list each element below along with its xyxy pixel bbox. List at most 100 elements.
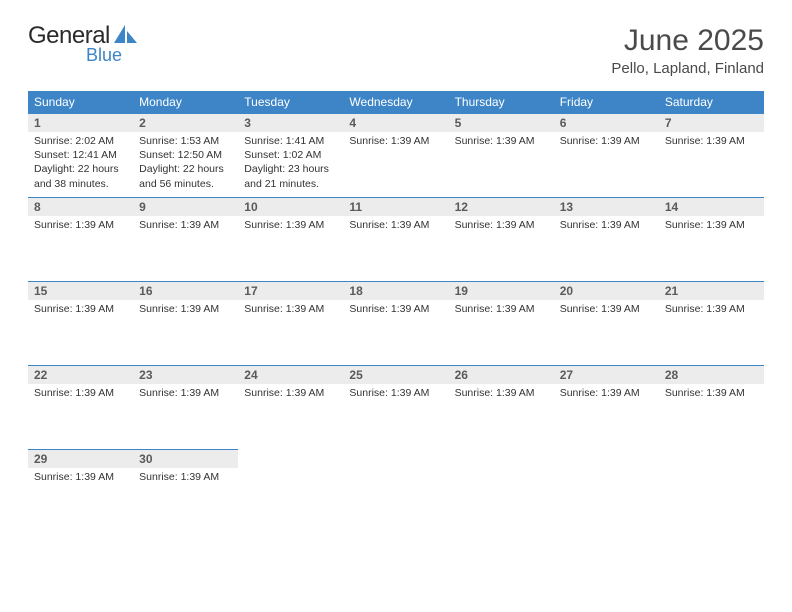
day-number: 17	[238, 282, 343, 300]
detail-line: Sunrise: 1:39 AM	[139, 218, 232, 232]
detail-line: Sunset: 1:02 AM	[244, 148, 337, 162]
detail-line: Sunrise: 1:39 AM	[665, 134, 758, 148]
day-cell: 25Sunrise: 1:39 AM	[343, 366, 448, 450]
day-cell: 8 Sunrise: 1:39 AM	[28, 198, 133, 282]
detail-line: Daylight: 22 hours and 38 minutes.	[34, 162, 127, 190]
day-details: Sunrise: 1:39 AM	[238, 300, 343, 320]
detail-line: Sunrise: 1:39 AM	[244, 386, 337, 400]
day-number-empty	[659, 450, 764, 468]
day-number: 16	[133, 282, 238, 300]
day-number: 26	[449, 366, 554, 384]
day-cell: 22Sunrise: 1:39 AM	[28, 366, 133, 450]
day-cell: 15 Sunrise: 1:39 AM	[28, 282, 133, 366]
day-number: 11	[343, 198, 448, 216]
detail-line: Sunrise: 1:39 AM	[455, 302, 548, 316]
day-cell: 24Sunrise: 1:39 AM	[238, 366, 343, 450]
day-number: 8	[28, 198, 133, 216]
dow-friday: Friday	[554, 91, 659, 114]
week-row: 8Sunrise: 1:39 AM9Sunrise: 1:39 AM10Sunr…	[28, 198, 764, 282]
day-cell: 11 Sunrise: 1:39 AM	[343, 198, 448, 282]
page-header: General Blue June 2025 Pello, Lapland, F…	[28, 24, 764, 77]
month-title: June 2025	[611, 24, 764, 58]
day-number: 12	[449, 198, 554, 216]
detail-line: Sunrise: 1:39 AM	[244, 302, 337, 316]
day-number: 28	[659, 366, 764, 384]
day-number: 5	[449, 114, 554, 132]
day-details: Sunrise: 1:53 AMSunset: 12:50 AMDaylight…	[133, 132, 238, 195]
day-number: 20	[554, 282, 659, 300]
day-details: Sunrise: 1:39 AM	[133, 468, 238, 488]
day-number: 10	[238, 198, 343, 216]
day-details: Sunrise: 1:39 AM	[554, 216, 659, 236]
day-cell: 14Sunrise: 1:39 AM	[659, 198, 764, 282]
day-cell: 29Sunrise: 1:39 AM	[28, 450, 133, 534]
day-details: Sunrise: 1:39 AM	[554, 384, 659, 404]
day-details: Sunrise: 1:41 AMSunset: 1:02 AMDaylight:…	[238, 132, 343, 195]
day-cell: 1Sunrise: 2:02 AMSunset: 12:41 AMDayligh…	[28, 114, 133, 198]
detail-line: Sunrise: 1:39 AM	[665, 302, 758, 316]
title-block: June 2025 Pello, Lapland, Finland	[611, 24, 764, 77]
day-cell: 19 Sunrise: 1:39 AM	[449, 282, 554, 366]
detail-line: Sunrise: 1:39 AM	[665, 386, 758, 400]
day-cell: 20 Sunrise: 1:39 AM	[554, 282, 659, 366]
detail-line: Sunrise: 1:39 AM	[34, 218, 127, 232]
dow-saturday: Saturday	[659, 91, 764, 114]
day-details: Sunrise: 1:39 AM	[343, 384, 448, 404]
day-cell: 4Sunrise: 1:39 AM	[343, 114, 448, 198]
detail-line: Sunrise: 1:39 AM	[349, 218, 442, 232]
day-details: Sunrise: 1:39 AM	[449, 300, 554, 320]
day-number-empty	[554, 450, 659, 468]
day-cell: 16 Sunrise: 1:39 AM	[133, 282, 238, 366]
day-number: 2	[133, 114, 238, 132]
day-number-empty	[449, 450, 554, 468]
day-number: 18	[343, 282, 448, 300]
detail-line: Sunrise: 1:39 AM	[34, 302, 127, 316]
detail-line: Daylight: 23 hours and 21 minutes.	[244, 162, 337, 190]
detail-line: Sunrise: 1:39 AM	[560, 386, 653, 400]
day-details: Sunrise: 1:39 AM	[238, 384, 343, 404]
detail-line: Sunrise: 1:39 AM	[349, 302, 442, 316]
day-details: Sunrise: 1:39 AM	[449, 132, 554, 152]
brand-sail-icon	[114, 25, 138, 47]
week-row: 22Sunrise: 1:39 AM23Sunrise: 1:39 AM24Su…	[28, 366, 764, 450]
day-number: 15	[28, 282, 133, 300]
day-details: Sunrise: 1:39 AM	[343, 132, 448, 152]
dow-thursday: Thursday	[449, 91, 554, 114]
day-cell: 3Sunrise: 1:41 AMSunset: 1:02 AMDaylight…	[238, 114, 343, 198]
day-cell: 7Sunrise: 1:39 AM	[659, 114, 764, 198]
day-cell: 17 Sunrise: 1:39 AM	[238, 282, 343, 366]
day-details: Sunrise: 1:39 AM	[28, 384, 133, 404]
detail-line: Sunrise: 1:39 AM	[455, 134, 548, 148]
detail-line: Sunrise: 1:39 AM	[665, 218, 758, 232]
day-number: 19	[449, 282, 554, 300]
day-cell: 30Sunrise: 1:39 AM	[133, 450, 238, 534]
location-label: Pello, Lapland, Finland	[611, 60, 764, 77]
day-details: Sunrise: 1:39 AM	[343, 216, 448, 236]
detail-line: Sunrise: 1:39 AM	[455, 386, 548, 400]
brand-logo: General Blue	[28, 24, 138, 64]
day-number-empty	[343, 450, 448, 468]
detail-line: Sunrise: 1:39 AM	[455, 218, 548, 232]
day-details: Sunrise: 1:39 AM	[449, 384, 554, 404]
day-cell: 2Sunrise: 1:53 AMSunset: 12:50 AMDayligh…	[133, 114, 238, 198]
detail-line: Sunrise: 1:53 AM	[139, 134, 232, 148]
calendar-grid: Sunday Monday Tuesday Wednesday Thursday…	[28, 91, 764, 534]
day-details: Sunrise: 1:39 AM	[133, 300, 238, 320]
detail-line: Sunrise: 1:39 AM	[139, 470, 232, 484]
detail-line: Sunrise: 1:39 AM	[560, 302, 653, 316]
day-cell: 27 Sunrise: 1:39 AM	[554, 366, 659, 450]
day-cell: 10Sunrise: 1:39 AM	[238, 198, 343, 282]
detail-line: Sunset: 12:50 AM	[139, 148, 232, 162]
detail-line: Daylight: 22 hours and 56 minutes.	[139, 162, 232, 190]
day-number: 22	[28, 366, 133, 384]
detail-line: Sunrise: 1:39 AM	[349, 386, 442, 400]
calendar-page: General Blue June 2025 Pello, Lapland, F…	[0, 0, 792, 558]
day-cell: 12 Sunrise: 1:39 AM	[449, 198, 554, 282]
day-details: Sunrise: 1:39 AM	[28, 216, 133, 236]
day-number: 27	[554, 366, 659, 384]
detail-line: Sunrise: 2:02 AM	[34, 134, 127, 148]
day-cell	[238, 450, 343, 534]
detail-line: Sunrise: 1:39 AM	[139, 302, 232, 316]
day-number: 3	[238, 114, 343, 132]
detail-line: Sunrise: 1:39 AM	[560, 218, 653, 232]
